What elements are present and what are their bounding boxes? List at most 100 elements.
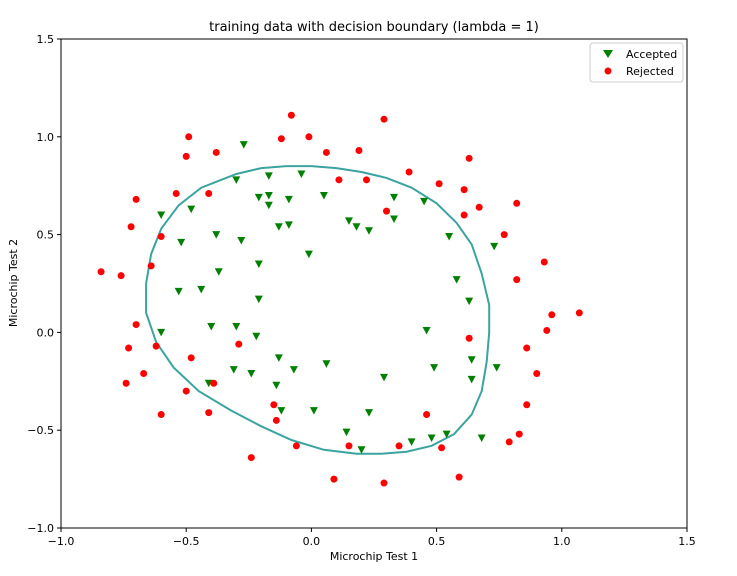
rejected-point: [132, 321, 140, 329]
x-tick-label: −0.5: [173, 535, 200, 548]
accepted-point: [187, 205, 196, 214]
rejected-point: [157, 233, 165, 241]
accepted-point: [254, 295, 263, 304]
rejected-point: [505, 438, 513, 446]
rejected-point: [523, 401, 531, 409]
rejected-point: [132, 195, 140, 203]
accepted-point: [477, 434, 486, 443]
accepted-point: [264, 191, 273, 200]
legend-box: [589, 42, 684, 83]
accepted-point: [465, 297, 474, 306]
accepted-point: [427, 434, 436, 443]
legend: Accepted Rejected: [589, 42, 684, 83]
accepted-point: [492, 364, 501, 372]
rejected-point: [513, 199, 521, 207]
accepted-point: [174, 287, 183, 296]
x-tick-label: 0.5: [428, 535, 446, 548]
accepted-point: [237, 236, 246, 245]
rejected-point: [212, 148, 220, 156]
rejected-point: [515, 430, 523, 438]
accepted-point: [304, 250, 313, 259]
accepted-point: [272, 381, 281, 390]
x-axis-label: Microchip Test 1: [330, 550, 418, 563]
rejected-point: [533, 369, 541, 377]
accepted-point: [430, 364, 439, 372]
accepted-point: [420, 197, 429, 206]
rejected-point: [247, 454, 255, 462]
accepted-point: [284, 221, 293, 229]
accepted-point: [352, 223, 361, 231]
rejected-point: [543, 326, 551, 334]
rejected-point: [475, 203, 483, 211]
rejected-point: [335, 176, 343, 184]
rejected-point: [182, 152, 190, 160]
accepted-point: [364, 409, 373, 417]
rejected-point: [277, 135, 285, 143]
x-tick-label: 1.0: [553, 535, 571, 548]
y-axis-label: Microchip Test 2: [7, 239, 20, 327]
rejected-point: [205, 409, 213, 417]
accepted-point: [274, 354, 283, 362]
accepted-point: [342, 428, 351, 437]
rejected-point: [362, 176, 370, 184]
accepted-point: [177, 238, 186, 247]
rejected-point: [383, 207, 391, 215]
y-tick-label: 0.5: [37, 229, 55, 242]
accepted-point: [322, 360, 331, 368]
legend-accepted-label: Accepted: [626, 48, 677, 61]
rejected-point: [575, 309, 583, 317]
accepted-point: [212, 231, 221, 239]
rejected-point: [185, 133, 193, 141]
rejected-point: [272, 416, 280, 424]
rejected-point: [465, 154, 473, 162]
accepted-point: [467, 356, 476, 364]
accepted-point: [274, 223, 283, 231]
rejected-point: [423, 411, 431, 419]
rejected-point: [322, 148, 330, 156]
x-axis-ticks: −1.0 −0.5 0.0 0.5 1.0 1.5: [48, 528, 696, 548]
rejected-point: [380, 115, 388, 123]
accepted-point: [309, 407, 318, 415]
rejected-point: [330, 475, 338, 483]
rejected-point: [523, 344, 531, 352]
y-tick-label: 1.5: [37, 33, 55, 46]
accepted-point: [297, 170, 306, 178]
accepted-point: [264, 172, 273, 180]
x-tick-label: 0.0: [303, 535, 321, 548]
accepted-point: [357, 446, 366, 454]
accepted-point: [467, 375, 476, 384]
accepted-point: [157, 211, 166, 220]
accepted-point: [344, 217, 353, 225]
rejected-point: [345, 442, 353, 450]
accepted-point: [490, 242, 499, 251]
accepted-point: [229, 366, 238, 374]
rejected-point: [355, 146, 363, 154]
rejected-point: [187, 354, 195, 362]
accepted-point: [364, 227, 373, 235]
accepted-point: [442, 430, 451, 439]
rejected-point: [210, 379, 218, 387]
plot-frame: [60, 38, 688, 529]
rejected-point: [305, 133, 313, 141]
y-tick-label: 0.0: [37, 326, 55, 339]
x-tick-label: 1.5: [678, 535, 696, 548]
rejected-point: [405, 168, 413, 176]
rejected-point: [395, 442, 403, 450]
rejected-point: [548, 311, 556, 319]
rejected-point: [455, 473, 463, 481]
accepted-point: [284, 195, 293, 204]
y-tick-label: −0.5: [27, 424, 54, 437]
accepted-point: [247, 369, 256, 378]
accepted-point: [390, 193, 399, 202]
y-tick-label: 1.0: [37, 131, 55, 144]
decision-boundary-line: [145, 165, 491, 455]
accepted-point: [264, 201, 273, 210]
y-tick-label: −1.0: [27, 522, 54, 535]
rejected-point: [292, 442, 300, 450]
points-layer: [97, 111, 583, 487]
rejected-point: [127, 223, 135, 231]
rejected-point: [465, 334, 473, 342]
accepted-point: [277, 407, 286, 415]
rejected-point: [460, 186, 468, 194]
